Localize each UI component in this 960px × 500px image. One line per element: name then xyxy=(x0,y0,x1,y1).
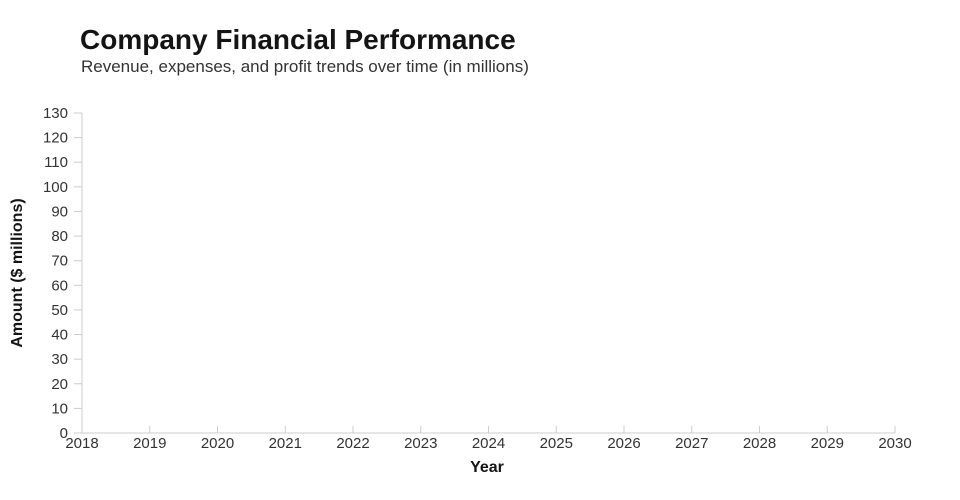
x-tick-label: 2025 xyxy=(540,435,573,452)
y-tick-label: 50 xyxy=(51,302,68,319)
x-tick-label: 2023 xyxy=(404,435,437,452)
x-tick-label: 2018 xyxy=(65,435,98,452)
x-axis-ticks: 2018 2019 2020 2021 2022 2023 2024 2025 2026 2027… xyxy=(65,426,912,452)
y-tick-label: 130 xyxy=(43,105,68,122)
x-tick-label: 2029 xyxy=(811,435,844,452)
x-tick-label: 2024 xyxy=(472,435,505,452)
x-tick-label: 2020 xyxy=(201,435,234,452)
y-tick-label: 10 xyxy=(51,400,68,417)
y-tick-label: 120 xyxy=(43,130,68,147)
x-tick-label: 2019 xyxy=(133,435,166,452)
x-tick-label: 2022 xyxy=(336,435,369,452)
y-tick-label: 110 xyxy=(44,154,68,171)
x-tick-label: 2021 xyxy=(269,435,302,452)
y-tick-label: 80 xyxy=(51,228,68,245)
y-tick-label: 20 xyxy=(51,376,68,393)
x-tick-label: 2026 xyxy=(607,435,640,452)
x-tick-label: 2027 xyxy=(675,435,708,452)
x-axis-title: Year xyxy=(470,459,504,476)
y-tick-label: 30 xyxy=(51,351,68,368)
x-tick-label: 2028 xyxy=(743,435,776,452)
chart-subtitle: Revenue, expenses, and profit trends ove… xyxy=(81,57,529,76)
y-axis-ticks: 0 10 20 30 40 50 60 70 80 90 100 110 120 130 xyxy=(43,105,82,442)
y-tick-label: 40 xyxy=(51,327,68,344)
chart-title: Company Financial Performance xyxy=(80,24,516,55)
x-tick-label: 2030 xyxy=(878,435,911,452)
y-tick-label: 70 xyxy=(51,253,68,270)
y-tick-label: 60 xyxy=(51,277,68,294)
y-tick-label: 90 xyxy=(51,203,68,220)
y-tick-label: 100 xyxy=(43,179,68,196)
y-tick-label: 0 xyxy=(60,425,68,442)
y-axis-title: Amount ($ millions) xyxy=(9,198,26,347)
